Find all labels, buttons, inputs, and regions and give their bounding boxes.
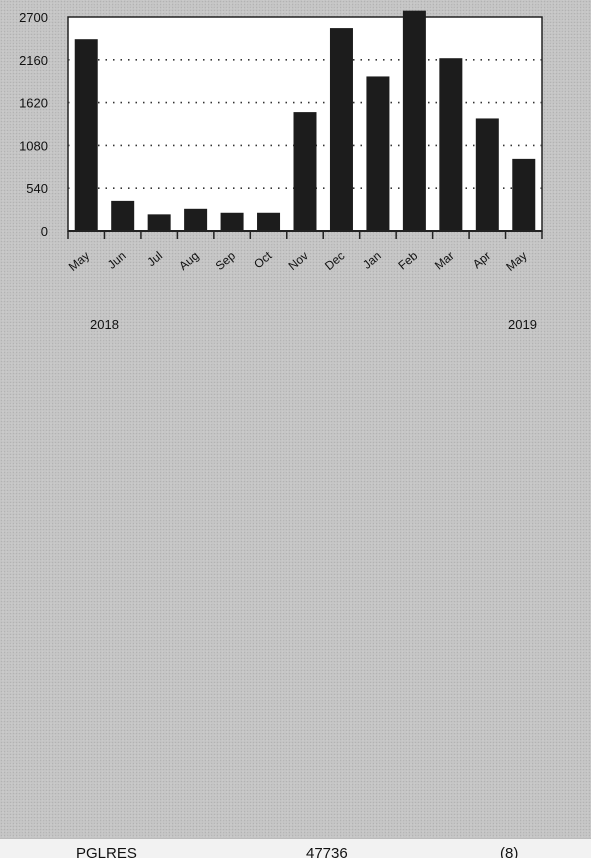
- y-tick-label: 1620: [19, 96, 48, 111]
- bar: [111, 200, 135, 231]
- x-tick-label: Feb: [395, 248, 420, 272]
- x-tick-label: Sep: [213, 248, 239, 273]
- x-tick-label: Aug: [176, 249, 201, 273]
- bar: [366, 76, 390, 231]
- footer-center-text: 47736: [306, 845, 348, 858]
- y-tick-label: 2160: [19, 53, 48, 68]
- x-tick-label: Jan: [360, 249, 384, 272]
- x-tick-label: Jun: [105, 249, 129, 272]
- bar: [147, 214, 171, 231]
- x-axis-ticks: May Jun Jul Aug Sep Oct Nov Dec Jan Feb Mar Apr May: [66, 231, 543, 274]
- footer-left-text: PGLRES: [76, 845, 137, 858]
- bar-chart: 0 540 1080 1620 2160 2700 May Jun Jul Aug Sep Oct N…: [19, 10, 543, 332]
- page-footer: PGLRES 47736 (8): [0, 838, 591, 858]
- x-tick-label: May: [66, 249, 92, 274]
- x-tick-label: Dec: [322, 249, 347, 273]
- bar: [184, 208, 208, 231]
- bar: [257, 212, 281, 231]
- bar: [439, 58, 463, 231]
- y-tick-label: 2700: [19, 10, 48, 25]
- year-label-end: 2019: [508, 317, 537, 332]
- bar: [402, 10, 426, 232]
- bars: [74, 10, 536, 232]
- y-tick-label: 540: [26, 181, 48, 196]
- bar: [220, 212, 244, 231]
- x-tick-label: Jul: [144, 249, 165, 270]
- bar: [293, 112, 317, 231]
- bar: [329, 28, 353, 231]
- year-label-start: 2018: [90, 317, 119, 332]
- bar: [512, 158, 536, 231]
- x-tick-label: Nov: [286, 249, 311, 273]
- bar: [74, 39, 98, 231]
- footer-right-text: (8): [500, 845, 519, 858]
- y-tick-label: 1080: [19, 138, 48, 153]
- x-tick-label: Mar: [432, 249, 457, 273]
- x-tick-label: Apr: [470, 249, 493, 272]
- x-tick-label: May: [503, 249, 529, 274]
- bar: [475, 118, 499, 231]
- y-axis-ticks: 0 540 1080 1620 2160 2700: [19, 10, 48, 239]
- y-tick-label: 0: [41, 224, 48, 239]
- x-tick-label: Oct: [251, 248, 275, 271]
